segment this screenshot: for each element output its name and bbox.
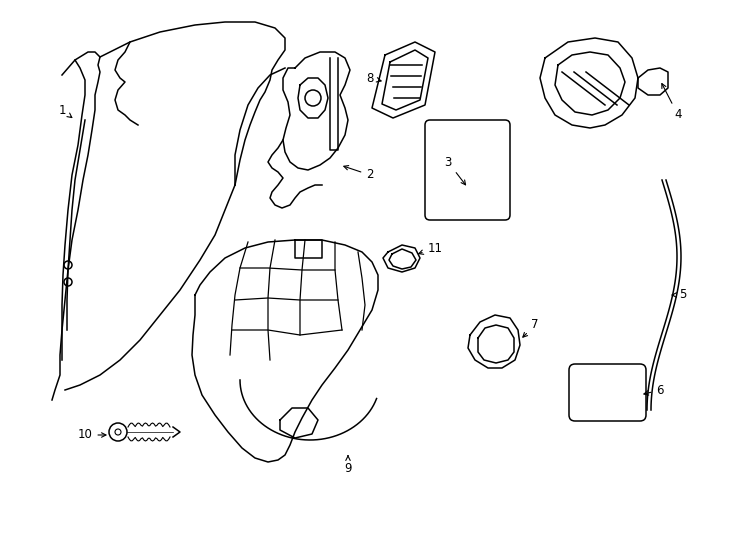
Text: 10: 10 [78,429,106,442]
Text: 8: 8 [366,71,381,84]
Text: 7: 7 [523,319,539,337]
Text: 4: 4 [662,84,682,122]
Text: 11: 11 [419,241,443,254]
Text: 9: 9 [344,456,352,475]
Text: 6: 6 [644,383,664,396]
Text: 1: 1 [58,104,72,118]
Text: 2: 2 [344,166,374,181]
Text: 3: 3 [444,156,465,185]
Text: 5: 5 [672,288,687,301]
